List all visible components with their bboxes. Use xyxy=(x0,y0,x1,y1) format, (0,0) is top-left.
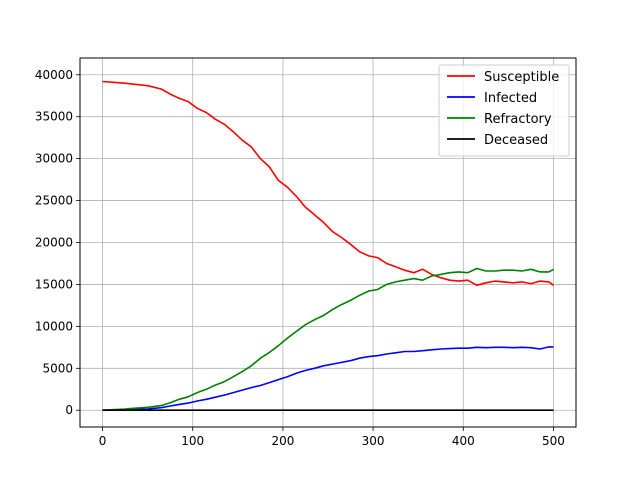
legend-label: Refractory xyxy=(484,112,552,127)
y-tick-label: 30000 xyxy=(35,152,73,166)
y-tick-label: 20000 xyxy=(35,236,73,250)
series-line-refractory xyxy=(102,267,554,411)
y-tick-label: 40000 xyxy=(35,68,73,82)
grid xyxy=(80,58,576,427)
legend-label: Susceptible xyxy=(484,70,559,85)
series-line-infected xyxy=(102,346,554,411)
x-tick-label: 500 xyxy=(542,434,565,448)
y-tick-label: 10000 xyxy=(35,319,73,333)
legend-box xyxy=(438,64,570,157)
legend: Susceptible Infected Refractory Deceased xyxy=(438,64,570,157)
series-lines xyxy=(102,80,554,411)
y-tick-label: 15000 xyxy=(35,277,73,291)
series-line-susceptible xyxy=(102,80,554,287)
x-tick-label: 300 xyxy=(362,434,385,448)
x-tick-label: 0 xyxy=(99,434,107,448)
legend-label: Deceased xyxy=(484,133,548,148)
legend-label: Infected xyxy=(484,91,537,106)
y-tick-label: 5000 xyxy=(42,361,73,375)
x-tick-label: 400 xyxy=(452,434,475,448)
y-tick-label: 0 xyxy=(65,403,73,417)
axis-ticks: 0 100 200 300 400 500050001000015000200002500… xyxy=(35,68,565,448)
y-tick-label: 25000 xyxy=(35,194,73,208)
x-tick-label: 100 xyxy=(181,434,204,448)
y-tick-label: 35000 xyxy=(35,110,73,124)
x-tick-label: 200 xyxy=(271,434,294,448)
